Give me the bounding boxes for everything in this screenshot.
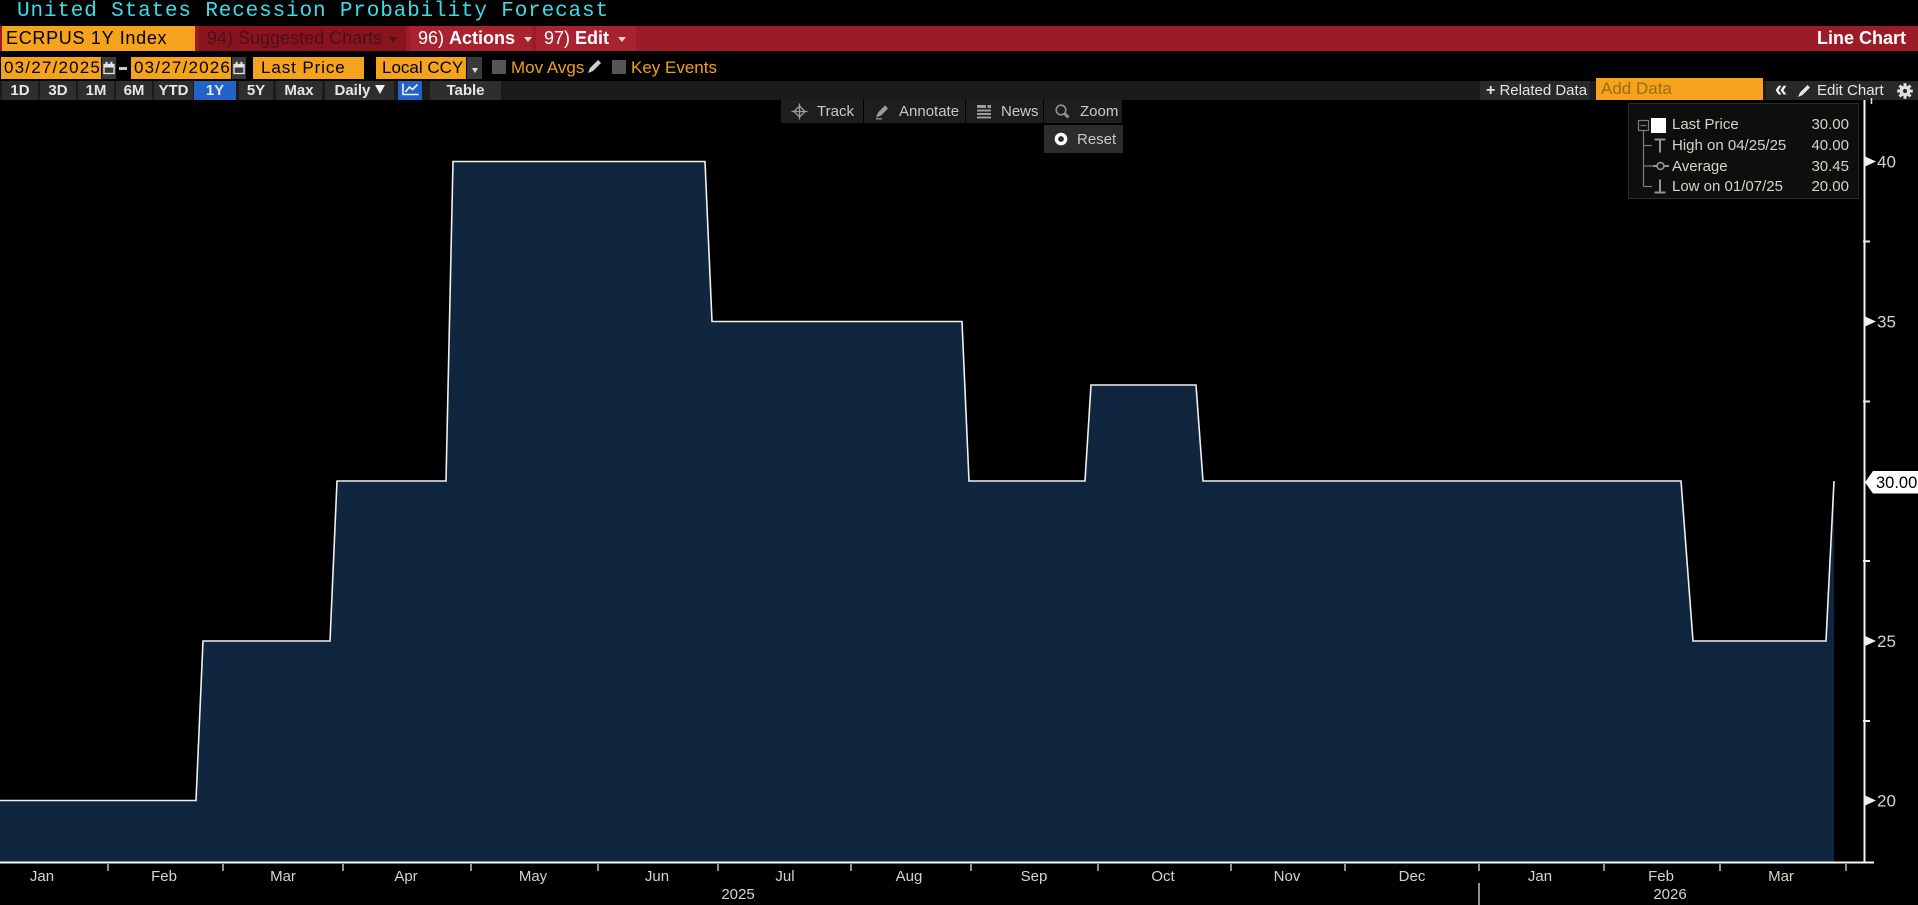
svg-text:Aug: Aug — [896, 868, 923, 885]
svg-text:Nov: Nov — [1274, 868, 1301, 885]
svg-text:Apr: Apr — [394, 868, 417, 885]
svg-text:Jul: Jul — [775, 868, 794, 885]
svg-text:Dec: Dec — [1399, 868, 1426, 885]
svg-text:40: 40 — [1877, 153, 1896, 172]
svg-text:Jun: Jun — [645, 868, 669, 885]
svg-text:Mar: Mar — [270, 868, 296, 885]
svg-text:Feb: Feb — [151, 868, 177, 885]
svg-text:2025: 2025 — [721, 886, 754, 903]
svg-text:20: 20 — [1877, 792, 1896, 811]
svg-text:Jan: Jan — [1528, 868, 1552, 885]
svg-text:Mar: Mar — [1768, 868, 1794, 885]
svg-text:Oct: Oct — [1151, 868, 1175, 885]
svg-text:Feb: Feb — [1648, 868, 1674, 885]
svg-text:25: 25 — [1877, 632, 1896, 651]
svg-text:Sep: Sep — [1021, 868, 1048, 885]
svg-text:2026: 2026 — [1653, 886, 1686, 903]
svg-text:May: May — [519, 868, 548, 885]
svg-text:Jan: Jan — [30, 868, 54, 885]
svg-text:30.00: 30.00 — [1876, 474, 1917, 492]
svg-text:35: 35 — [1877, 313, 1896, 332]
